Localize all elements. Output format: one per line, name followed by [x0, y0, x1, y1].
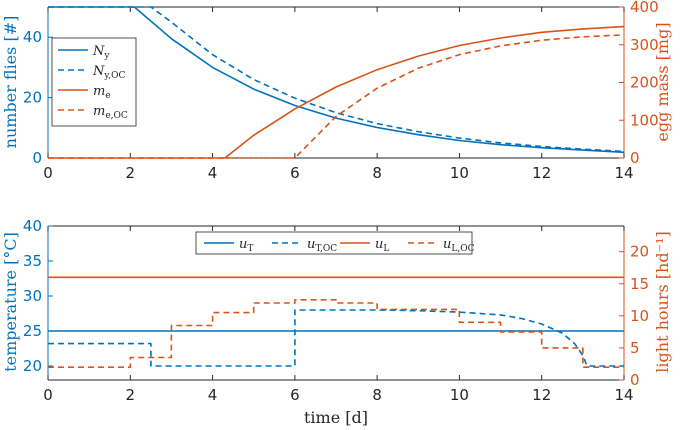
series-line-m-e: [48, 25, 625, 159]
legend: uT uT,OC uL uL,OC: [195, 231, 475, 255]
x-tick-label: 12: [532, 386, 551, 404]
x-tick-label: 0: [43, 386, 53, 404]
right-y-tick-label: 5: [630, 339, 640, 357]
right-y-tick-label: 100: [630, 111, 659, 129]
x-tick-label: 0: [43, 164, 53, 182]
left-y-tick-label: 25: [23, 322, 42, 340]
x-tick-label: 10: [450, 386, 469, 404]
x-tick-label: 6: [290, 164, 300, 182]
left-y-tick-label: 40: [23, 217, 42, 235]
right-y-tick-label: 0: [630, 149, 640, 167]
top-left-axis-label: number flies [#]: [1, 16, 20, 149]
left-y-tick-label: 20: [23, 89, 42, 107]
left-y-tick-label: 35: [23, 252, 42, 270]
top-right-axis-label: egg mass [mg]: [653, 22, 672, 141]
right-y-tick-label: 200: [630, 74, 659, 92]
x-tick-label: 2: [126, 164, 136, 182]
bottom-left-axis-label: temperature [°C]: [1, 232, 20, 372]
series-line-n-y: [48, 6, 625, 154]
left-y-tick-label: 20: [23, 357, 42, 375]
right-y-tick-label: 300: [630, 36, 659, 54]
x-tick-label: 14: [614, 386, 633, 404]
bottom-right-axis-label: light hours [hd⁻¹]: [653, 231, 672, 372]
x-axis-label: time [d]: [304, 408, 368, 427]
bottom-plot-area: 0 2 4 6 8 10 12 14 20 25 30 35 40 0 5 10 15 20 uT uT,OC uL uL…: [23, 217, 649, 404]
right-y-tick-label: 0: [630, 371, 640, 389]
x-tick-label: 8: [372, 164, 382, 182]
x-tick-label: 4: [208, 164, 218, 182]
x-tick-label: 6: [290, 386, 300, 404]
top-plot-area: 0 2 4 6 8 10 12 14020400100200300400NyNy,OCmeme…: [23, 0, 659, 182]
top-chart-panel: 0 2 4 6 8 10 12 14020400100200300400NyNy,OCmeme…: [1, 0, 672, 182]
series-line-u-t-oc: [48, 309, 624, 367]
right-y-tick-label: 15: [630, 275, 649, 293]
x-tick-label: 14: [614, 164, 633, 182]
x-tick-label: 8: [372, 386, 382, 404]
x-tick-label: 2: [126, 386, 136, 404]
x-tick-label: 10: [450, 164, 469, 182]
x-tick-label: 4: [208, 386, 218, 404]
left-y-tick-label: 0: [32, 149, 42, 167]
left-y-tick-label: 40: [23, 28, 42, 46]
series-line-u-l-oc: [48, 298, 624, 369]
series-line-m-e-oc: [48, 34, 625, 159]
legend-box: [51, 37, 137, 127]
right-y-tick-label: 10: [630, 307, 649, 325]
bottom-chart-panel: 0 2 4 6 8 10 12 14 20 25 30 35 40 0 5 10 15 20 uT uT,OC uL uL…: [1, 217, 672, 427]
x-tick-label: 12: [532, 164, 551, 182]
right-y-tick-label: 20: [630, 243, 649, 261]
legend-box: [195, 231, 473, 255]
left-y-tick-label: 30: [23, 287, 42, 305]
right-y-tick-label: 400: [630, 0, 659, 16]
